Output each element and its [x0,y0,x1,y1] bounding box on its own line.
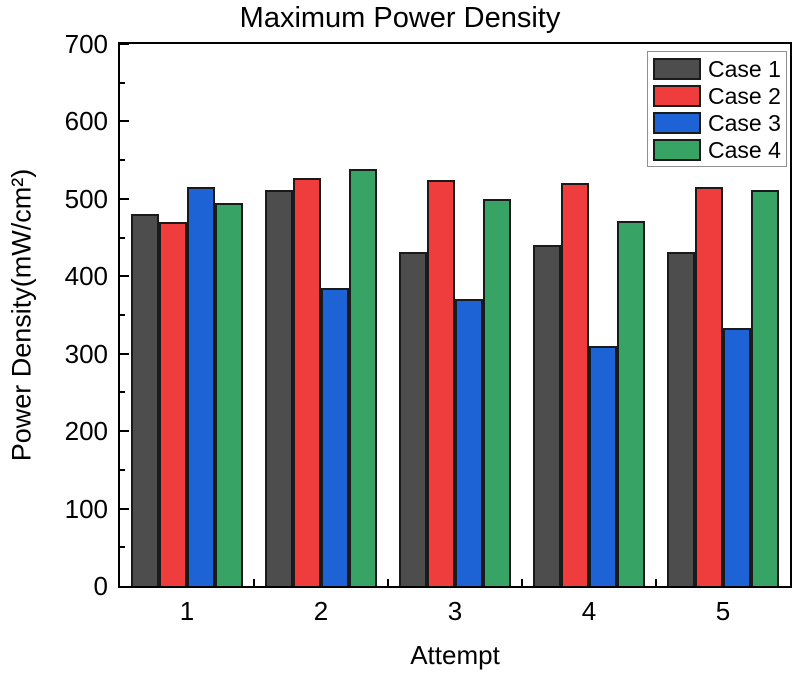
legend-item-case-4: Case 4 [653,138,781,162]
x-tick-label: 1 [179,596,195,626]
bar-case-4-attempt-5 [751,190,779,586]
y-minor-tick [120,159,125,162]
x-boundary-tick [387,579,389,586]
bar-case-1-attempt-4 [533,245,561,586]
chart-title: Maximum Power Density [239,2,561,34]
legend-label: Case 3 [708,109,781,136]
bar-case-3-attempt-2 [321,288,349,586]
x-tick-label: 3 [447,596,463,626]
legend-swatch [653,111,701,134]
bar-case-2-attempt-1 [159,222,187,586]
y-minor-tick [120,391,125,394]
bar-case-2-attempt-2 [293,178,321,586]
bar-case-3-attempt-4 [589,346,617,586]
bar-case-4-attempt-2 [349,169,377,586]
x-tick-label: 2 [313,596,329,626]
legend-swatch [653,84,701,107]
plot-area: Case 1 Case 2 Case 3 Case 4 [118,42,792,588]
bar-case-1-attempt-1 [131,214,159,586]
y-minor-tick [120,81,125,84]
legend-swatch [653,57,701,80]
y-tick-label: 300 [64,338,108,369]
bar-case-4-attempt-3 [483,199,511,586]
bar-case-2-attempt-4 [561,183,589,586]
legend-item-case-2: Case 2 [653,84,781,108]
y-tick-label: 200 [64,416,108,447]
y-major-tick [120,120,129,123]
bar-case-3-attempt-1 [187,187,215,586]
legend-swatch [653,138,701,161]
x-boundary-tick [655,579,657,586]
y-major-tick [120,507,129,510]
legend: Case 1 Case 2 Case 3 Case 4 [647,51,787,167]
y-tick-label: 100 [64,493,108,524]
x-boundary-tick [253,579,255,586]
y-major-tick [120,197,129,200]
y-tick-label: 600 [64,106,108,137]
bar-case-3-attempt-3 [455,299,483,586]
legend-item-case-3: Case 3 [653,111,781,135]
x-axis-title: Attempt [410,640,500,670]
bar-case-2-attempt-5 [695,187,723,586]
legend-label: Case 1 [708,55,781,82]
y-major-tick [120,43,129,45]
y-tick-label: 700 [64,29,108,59]
legend-label: Case 2 [708,82,781,109]
y-minor-tick [120,468,125,471]
y-minor-tick [120,314,125,316]
y-minor-tick [120,236,125,239]
legend-item-case-1: Case 1 [653,57,781,81]
y-major-tick [120,352,129,355]
bar-case-4-attempt-4 [617,221,645,586]
legend-label: Case 4 [708,136,781,163]
bar-case-4-attempt-1 [215,203,243,586]
bar-case-1-attempt-3 [399,252,427,586]
bar-case-3-attempt-5 [723,328,751,586]
x-boundary-tick [521,579,523,586]
y-tick-label: 0 [93,571,108,601]
y-tick-label: 400 [64,261,108,292]
bar-case-2-attempt-3 [427,180,455,586]
y-major-tick [120,430,129,433]
bar-case-1-attempt-5 [667,252,695,586]
y-major-tick [120,275,129,278]
y-minor-tick [120,546,125,549]
x-tick-label: 5 [715,596,731,626]
bar-case-1-attempt-2 [265,190,293,586]
y-tick-label: 500 [64,183,108,214]
x-tick-label: 4 [581,596,597,626]
